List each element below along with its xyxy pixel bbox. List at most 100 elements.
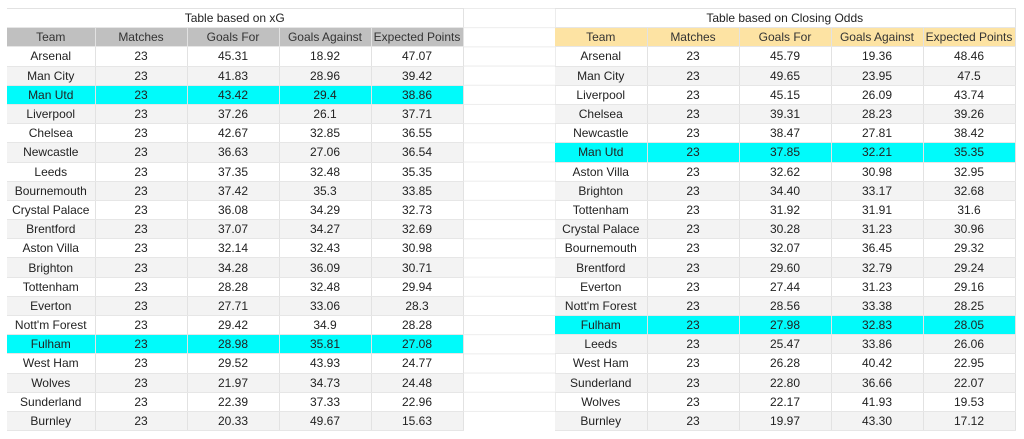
cell-matches[interactable]: 23 [95, 200, 188, 221]
cell-team[interactable]: Everton [7, 296, 96, 317]
cell-team[interactable]: Sunderland [7, 392, 96, 412]
cell-goals-for[interactable]: 37.42 [187, 181, 280, 201]
cell-goals-for[interactable]: 39.31 [739, 104, 832, 125]
cell-expected-points[interactable]: 32.69 [371, 219, 464, 240]
cell-team[interactable]: Tottenham [7, 277, 96, 297]
cell-expected-points[interactable]: 35.35 [923, 142, 1016, 163]
cell-goals-against[interactable]: 27.81 [831, 123, 924, 144]
cell-matches[interactable]: 23 [95, 66, 188, 86]
cell-team[interactable]: Bournemouth [7, 181, 96, 201]
cell-expected-points[interactable]: 47.07 [371, 46, 464, 67]
cell-expected-points[interactable]: 38.42 [923, 123, 1016, 144]
column-header-matches[interactable]: Matches [647, 27, 740, 48]
cell-team[interactable]: Man City [555, 66, 648, 86]
cell-goals-against[interactable]: 33.17 [831, 181, 924, 201]
cell-expected-points[interactable]: 47.5 [923, 66, 1016, 86]
cell-goals-for[interactable]: 28.28 [187, 277, 280, 297]
cell-goals-for[interactable]: 25.47 [739, 334, 832, 355]
cell-matches[interactable]: 23 [647, 277, 740, 297]
cell-expected-points[interactable]: 29.16 [923, 277, 1016, 297]
cell-team[interactable]: Crystal Palace [7, 200, 96, 221]
cell-goals-against[interactable]: 43.30 [831, 411, 924, 432]
cell-matches[interactable]: 23 [95, 104, 188, 125]
cell-goals-against[interactable]: 49.67 [279, 411, 372, 432]
cell-team[interactable]: Man Utd [7, 85, 96, 105]
cell-goals-for[interactable]: 32.14 [187, 238, 280, 259]
cell-matches[interactable]: 23 [647, 142, 740, 163]
cell-goals-against[interactable]: 32.83 [831, 315, 924, 336]
cell-expected-points[interactable]: 26.06 [923, 334, 1016, 355]
cell-team[interactable]: Aston Villa [7, 238, 96, 259]
cell-matches[interactable]: 23 [647, 219, 740, 240]
cell-expected-points[interactable]: 22.07 [923, 373, 1016, 393]
cell-goals-for[interactable]: 21.97 [187, 373, 280, 393]
cell-expected-points[interactable]: 30.98 [371, 238, 464, 259]
cell-goals-for[interactable]: 38.47 [739, 123, 832, 144]
cell-goals-for[interactable]: 36.63 [187, 142, 280, 163]
cell-expected-points[interactable]: 28.28 [371, 315, 464, 336]
cell-goals-against[interactable]: 33.86 [831, 334, 924, 355]
cell-expected-points[interactable]: 30.71 [371, 257, 464, 278]
cell-matches[interactable]: 23 [95, 392, 188, 412]
cell-goals-against[interactable]: 32.48 [279, 162, 372, 182]
cell-goals-for[interactable]: 19.97 [739, 411, 832, 432]
cell-goals-for[interactable]: 34.40 [739, 181, 832, 201]
cell-matches[interactable]: 23 [647, 373, 740, 393]
cell-expected-points[interactable]: 22.96 [371, 392, 464, 412]
cell-expected-points[interactable]: 39.42 [371, 66, 464, 86]
cell-expected-points[interactable]: 19.53 [923, 392, 1016, 412]
cell-matches[interactable]: 23 [95, 238, 188, 259]
cell-expected-points[interactable]: 22.95 [923, 353, 1016, 374]
cell-expected-points[interactable]: 39.26 [923, 104, 1016, 125]
cell-expected-points[interactable]: 17.12 [923, 411, 1016, 432]
cell-team[interactable]: Arsenal [7, 46, 96, 67]
cell-matches[interactable]: 23 [647, 181, 740, 201]
cell-team[interactable]: Man Utd [555, 142, 648, 163]
cell-goals-against[interactable]: 36.45 [831, 238, 924, 259]
cell-goals-against[interactable]: 31.23 [831, 277, 924, 297]
cell-goals-for[interactable]: 32.62 [739, 162, 832, 182]
cell-goals-against[interactable]: 26.1 [279, 104, 372, 125]
cell-goals-for[interactable]: 27.44 [739, 277, 832, 297]
cell-matches[interactable]: 23 [647, 392, 740, 412]
cell-matches[interactable]: 23 [647, 162, 740, 182]
cell-goals-for[interactable]: 45.15 [739, 85, 832, 105]
cell-goals-against[interactable]: 32.79 [831, 257, 924, 278]
cell-goals-against[interactable]: 32.43 [279, 238, 372, 259]
cell-team[interactable]: Chelsea [7, 123, 96, 144]
cell-goals-against[interactable]: 34.73 [279, 373, 372, 393]
cell-matches[interactable]: 23 [95, 353, 188, 374]
cell-goals-for[interactable]: 37.07 [187, 219, 280, 240]
cell-expected-points[interactable]: 15.63 [371, 411, 464, 432]
cell-team[interactable]: Crystal Palace [555, 219, 648, 240]
cell-matches[interactable]: 23 [647, 85, 740, 105]
cell-expected-points[interactable]: 24.77 [371, 353, 464, 374]
column-header-goals-for[interactable]: Goals For [739, 27, 832, 48]
cell-goals-against[interactable]: 31.23 [831, 219, 924, 240]
cell-team[interactable]: Tottenham [555, 200, 648, 221]
cell-team[interactable]: Aston Villa [555, 162, 648, 182]
cell-matches[interactable]: 23 [647, 66, 740, 86]
cell-team[interactable]: Nott'm Forest [7, 315, 96, 336]
cell-goals-for[interactable]: 45.79 [739, 46, 832, 67]
cell-goals-for[interactable]: 28.56 [739, 296, 832, 317]
cell-goals-for[interactable]: 41.83 [187, 66, 280, 86]
cell-matches[interactable]: 23 [647, 411, 740, 432]
cell-expected-points[interactable]: 29.24 [923, 257, 1016, 278]
cell-goals-for[interactable]: 20.33 [187, 411, 280, 432]
cell-team[interactable]: Liverpool [7, 104, 96, 125]
cell-team[interactable]: Burnley [555, 411, 648, 432]
cell-matches[interactable]: 23 [95, 142, 188, 163]
cell-expected-points[interactable]: 29.94 [371, 277, 464, 297]
cell-matches[interactable]: 23 [647, 238, 740, 259]
cell-expected-points[interactable]: 35.35 [371, 162, 464, 182]
cell-expected-points[interactable]: 33.85 [371, 181, 464, 201]
cell-team[interactable]: Leeds [7, 162, 96, 182]
cell-expected-points[interactable]: 30.96 [923, 219, 1016, 240]
cell-matches[interactable]: 23 [647, 296, 740, 317]
cell-matches[interactable]: 23 [647, 46, 740, 67]
cell-goals-against[interactable]: 19.36 [831, 46, 924, 67]
cell-matches[interactable]: 23 [647, 104, 740, 125]
cell-team[interactable]: Brentford [555, 257, 648, 278]
cell-goals-against[interactable]: 32.48 [279, 277, 372, 297]
